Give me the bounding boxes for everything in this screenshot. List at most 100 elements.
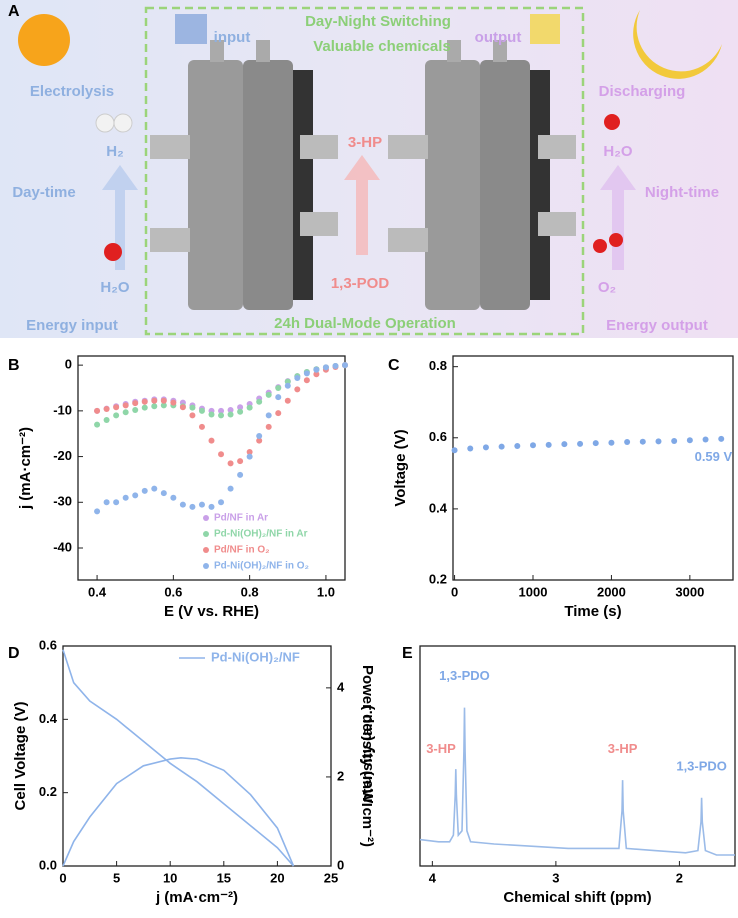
data-point (218, 499, 225, 506)
data-point (303, 377, 310, 384)
data-point (218, 412, 225, 419)
device-right (388, 40, 576, 310)
data-point (227, 411, 234, 418)
x-axis-label: j (mA·cm⁻²) (155, 889, 238, 906)
x-tick-label: 0.4 (88, 584, 107, 599)
output-label: output (475, 29, 522, 46)
y-tick-label: 0.6 (39, 637, 57, 652)
y-axis-label: Intensity (a.u.) (359, 705, 376, 807)
plot-frame (62, 645, 332, 867)
data-point (94, 421, 101, 428)
x-tick-label: 3 (552, 870, 559, 885)
data-point (170, 494, 177, 501)
data-point (303, 370, 310, 377)
data-point (237, 471, 244, 478)
y-tick-label: 0.2 (39, 784, 57, 799)
arrow-night (600, 165, 636, 270)
y-tick-label: 0.2 (429, 571, 447, 586)
data-point (284, 382, 291, 389)
annotation: 0.59 V (695, 449, 733, 464)
data-point (189, 503, 196, 510)
legend-marker (203, 515, 209, 521)
data-point (265, 423, 272, 430)
x-tick-label: 3000 (675, 584, 704, 599)
right-process: Discharging (599, 83, 686, 100)
data-point (530, 442, 536, 449)
middle-product: 3-HP (348, 134, 382, 151)
middle-reactant: 1,3-POD (331, 275, 390, 292)
panel-label: C (388, 357, 400, 374)
device-left (150, 40, 338, 310)
data-point (592, 440, 599, 447)
input-label: input (214, 29, 251, 46)
y2-tick-label: 0 (337, 857, 344, 872)
o-atom (104, 243, 122, 261)
data-point (294, 386, 301, 393)
legend-label: Pd-Ni(OH)₂/NF (211, 649, 300, 664)
data-point (227, 460, 234, 467)
data-point (179, 501, 186, 508)
scheme: A Day-Night Switching Valuable chemicals… (0, 0, 738, 338)
x-tick-label: 0.6 (164, 584, 182, 599)
bulb-icon (530, 14, 560, 44)
data-line (62, 649, 295, 867)
data-point (151, 397, 158, 404)
data-point (122, 494, 129, 501)
y-tick-label: 0.0 (39, 857, 57, 872)
x-tick-label: 15 (217, 870, 231, 885)
data-point (218, 451, 225, 458)
data-point (237, 458, 244, 465)
data-point (671, 437, 678, 444)
sun (18, 14, 70, 66)
x-tick-label: 1.0 (317, 584, 335, 599)
right-footer: Energy output (606, 317, 708, 334)
data-point (639, 438, 646, 445)
data-point (256, 398, 263, 405)
y-axis-label: j (mA·cm⁻²) (17, 427, 34, 510)
left-reactant: H₂O (100, 279, 129, 296)
x-tick-label: 5 (113, 870, 120, 885)
x-tick-label: 0 (451, 584, 458, 599)
annotation: 1,3-PDO (676, 758, 727, 773)
data-point (577, 440, 584, 447)
right-time: Night-time (645, 184, 719, 201)
panel-label: B (8, 357, 20, 374)
data-point (113, 499, 120, 506)
y2-tick-label: 2 (337, 768, 344, 783)
data-point (141, 487, 148, 494)
annotation: 3-HP (608, 741, 638, 756)
dashed-frame (144, 6, 585, 336)
data-point (313, 366, 320, 373)
data-point (256, 433, 263, 439)
legend-marker (203, 547, 209, 553)
data-line (419, 707, 735, 856)
data-point (227, 406, 234, 413)
data-point (686, 437, 693, 444)
x-tick-label: 20 (270, 870, 284, 885)
y-tick-label: 0.8 (429, 358, 447, 373)
o-atom (604, 114, 620, 130)
scheme-title: Day-Night Switching (305, 13, 451, 30)
data-point (718, 435, 725, 442)
data-point (141, 398, 148, 405)
data-point (122, 402, 129, 409)
legend-marker (203, 531, 209, 537)
data-line (62, 756, 295, 867)
data-point (151, 403, 158, 410)
data-point (237, 408, 244, 415)
panel-label: A (8, 3, 20, 20)
legend-marker (203, 563, 209, 569)
plot-frame (419, 645, 736, 867)
y-tick-label: 0.6 (429, 429, 447, 444)
data-point (160, 490, 167, 497)
data-point (103, 499, 110, 506)
data-point (313, 371, 320, 378)
data-point (256, 437, 263, 444)
data-point (151, 485, 158, 492)
data-point (514, 442, 521, 449)
legend-label: Pd/NF in O₂ (214, 545, 270, 556)
left-time: Day-time (12, 184, 75, 201)
y-axis-label: Cell Voltage (V) (12, 702, 29, 811)
data-point (246, 449, 253, 455)
